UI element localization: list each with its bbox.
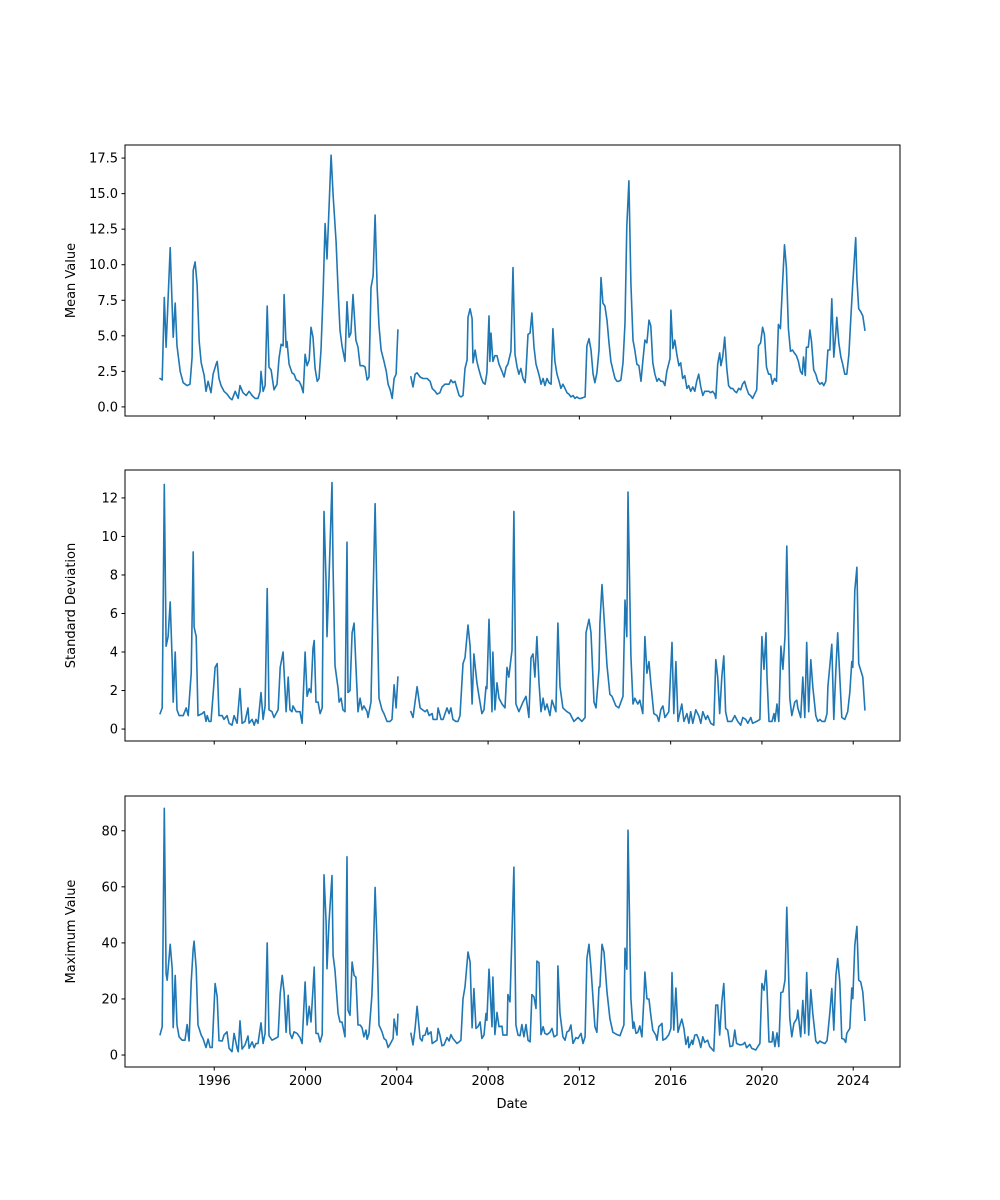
y-tick-label: 4: [110, 646, 118, 661]
std-axes-frame: [124, 469, 901, 742]
y-tick-label: 60: [101, 880, 118, 895]
y-tick-label: 8: [110, 568, 118, 583]
y-tick-label: 0: [110, 1049, 118, 1064]
y-tick-label: 10: [101, 530, 118, 545]
x-tick-label: 2012: [563, 1074, 596, 1089]
x-axis-label: Date: [496, 1097, 527, 1112]
mean-axes-frame: [124, 144, 901, 417]
y-tick-label: 80: [101, 824, 118, 839]
x-tick-label: 2016: [654, 1074, 687, 1089]
mean-y-axis-label: Mean Value: [64, 243, 79, 318]
max-y-axis-label: Maximum Value: [64, 880, 79, 984]
y-tick-label: 12.5: [89, 223, 118, 238]
y-tick-label: 2: [110, 684, 118, 699]
subplot-std: 0 2 4 6 8 10 12 Standard Deviation: [64, 469, 901, 745]
subplot-max: 1996 2000 2004 2008 2012 2016 2020 2024 0 20 40 60 8…: [64, 795, 901, 1089]
x-tick-label: 2008: [472, 1074, 505, 1089]
y-tick-label: 0: [110, 723, 118, 738]
x-tick-label: 1996: [198, 1074, 231, 1089]
x-tick-label: 2020: [745, 1074, 778, 1089]
x-tick-label: 2004: [380, 1074, 413, 1089]
std-y-axis-label: Standard Deviation: [64, 543, 79, 668]
y-tick-label: 5.0: [97, 329, 118, 344]
x-tick-label: 2000: [289, 1074, 322, 1089]
mean-series-line: [158, 154, 866, 401]
max-axes-frame: [124, 795, 901, 1068]
x-tick-label: 2024: [837, 1074, 870, 1089]
y-tick-label: 12: [101, 491, 118, 506]
y-tick-label: 0.0: [97, 400, 118, 415]
y-tick-label: 2.5: [97, 365, 118, 380]
subplots: 0.0 2.5 5.0 7.5 10.0 12.5 15.0 17.5 Mean Value 0 2…: [64, 144, 901, 1089]
y-tick-label: 40: [101, 936, 118, 951]
y-tick-label: 6: [110, 607, 118, 622]
max-series-line: [159, 807, 866, 1053]
y-tick-label: 10.0: [89, 258, 118, 273]
y-tick-label: 17.5: [89, 152, 118, 167]
std-series-line: [159, 481, 866, 726]
y-tick-label: 20: [101, 992, 118, 1007]
y-tick-label: 15.0: [89, 187, 118, 202]
y-tick-label: 7.5: [97, 294, 118, 309]
subplot-mean: 0.0 2.5 5.0 7.5 10.0 12.5 15.0 17.5 Mean Value: [64, 144, 901, 420]
